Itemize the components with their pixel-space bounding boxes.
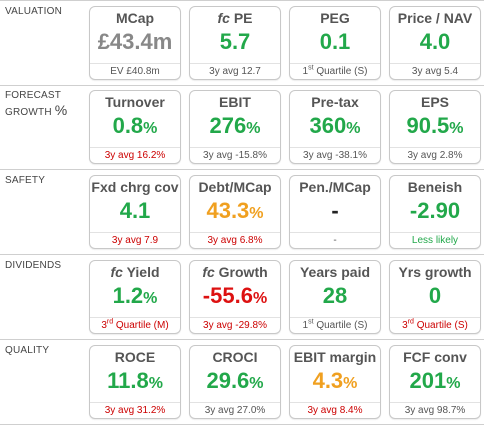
metric-value: 1.2% <box>112 283 158 308</box>
section-safety: SAFETY Fxd chrg cov 4.1 3y avg 7.9 Debt/… <box>0 170 484 255</box>
metric-title: Years paid <box>299 264 371 280</box>
metric-value: 5.7 <box>219 29 251 54</box>
metric-value: 4.1 <box>119 198 151 223</box>
metric-value: 90.5% <box>406 113 464 138</box>
metric-value: 360% <box>309 113 361 138</box>
metric-subtext: 3y avg 31.2% <box>90 402 180 418</box>
metric-value: 43.3% <box>206 198 264 223</box>
metric-card-pre-tax[interactable]: Pre-tax 360% 3y avg -38.1% <box>289 90 381 164</box>
section-label: FORECAST GROWTH % <box>5 90 68 118</box>
metric-title: Debt/MCap <box>198 179 272 195</box>
metric-card-fc-pe[interactable]: fc PE 5.7 3y avg 12.7 <box>189 6 281 80</box>
metric-card-fcf-conv[interactable]: FCF conv 201% 3y avg 98.7% <box>389 345 481 419</box>
metric-title: Yrs growth <box>398 264 472 280</box>
metric-value: 4.0 <box>419 29 451 54</box>
metric-card-eps[interactable]: EPS 90.5% 3y avg 2.8% <box>389 90 481 164</box>
metric-title: Turnover <box>105 94 165 110</box>
metric-card-peg[interactable]: PEG 0.1 1st Quartile (S) <box>289 6 381 80</box>
metric-title: EBIT <box>219 94 251 110</box>
section-label: SAFETY <box>5 175 46 186</box>
metric-title: FCF conv <box>403 349 467 365</box>
metric-subtext: 3y avg 2.8% <box>390 147 480 163</box>
metric-subtext: 1st Quartile (S) <box>290 63 380 79</box>
metric-subtext: 3rd Quartile (S) <box>390 317 480 333</box>
metric-title: fc Growth <box>202 264 268 280</box>
section-label: QUALITY <box>5 345 50 356</box>
metric-subtext: EV £40.8m <box>90 63 180 79</box>
metric-card-croci[interactable]: CROCI 29.6% 3y avg 27.0% <box>189 345 281 419</box>
metric-subtext: 3y avg 7.9 <box>90 232 180 248</box>
section-label: VALUATION <box>5 6 62 17</box>
metric-value: -55.6% <box>202 283 268 308</box>
metric-subtext: 3y avg 98.7% <box>390 402 480 418</box>
metric-title: ROCE <box>114 349 156 365</box>
metric-subtext: 3y avg 16.2% <box>90 147 180 163</box>
metric-card-beneish[interactable]: Beneish -2.90 Less likely <box>389 175 481 249</box>
metric-subtext: 3y avg 27.0% <box>190 402 280 418</box>
metric-title: fc PE <box>217 10 253 26</box>
metric-card-years-paid[interactable]: Years paid 28 1st Quartile (S) <box>289 260 381 334</box>
metric-title: Beneish <box>407 179 463 195</box>
metric-value: 4.3% <box>312 368 358 393</box>
metric-subtext: Less likely <box>390 232 480 248</box>
metric-card-roce[interactable]: ROCE 11.8% 3y avg 31.2% <box>89 345 181 419</box>
metric-card-ebit-margin[interactable]: EBIT margin 4.3% 3y avg 8.4% <box>289 345 381 419</box>
metric-subtext: 3y avg 12.7 <box>190 63 280 79</box>
section-forecast-growth: FORECAST GROWTH % Turnover 0.8% 3y avg 16… <box>0 85 484 170</box>
metric-card-price-nav[interactable]: Price / NAV 4.0 3y avg 5.4 <box>389 6 481 80</box>
metric-value: 0 <box>428 283 442 308</box>
section-valuation: VALUATION MCap £43.4m EV £40.8m fc PE 5.… <box>0 0 484 86</box>
metric-subtext: 3y avg 5.4 <box>390 63 480 79</box>
metric-value: 276% <box>209 113 261 138</box>
metric-card-yrs-growth[interactable]: Yrs growth 0 3rd Quartile (S) <box>389 260 481 334</box>
metric-title: Fxd chrg cov <box>91 179 179 195</box>
metric-card-fxd-chrg-cov[interactable]: Fxd chrg cov 4.1 3y avg 7.9 <box>89 175 181 249</box>
metric-title: EBIT margin <box>293 349 377 365</box>
metric-subtext: - <box>290 232 380 248</box>
metric-subtext: 3y avg -38.1% <box>290 147 380 163</box>
section-quality: QUALITY ROCE 11.8% 3y avg 31.2% CROCI 29… <box>0 340 484 425</box>
metric-subtext: 3y avg 6.8% <box>190 232 280 248</box>
metric-value: 0.8% <box>112 113 158 138</box>
metric-subtext: 3y avg -29.8% <box>190 317 280 333</box>
metric-card-pen-mcap[interactable]: Pen./MCap - - <box>289 175 381 249</box>
metric-value: £43.4m <box>97 29 173 54</box>
metric-subtext: 3rd Quartile (M) <box>90 317 180 333</box>
metric-value: 0.1 <box>319 29 351 54</box>
metric-value: -2.90 <box>409 198 461 223</box>
metric-value: - <box>331 198 339 223</box>
metric-subtext: 3y avg -15.8% <box>190 147 280 163</box>
section-dividends: DIVIDENDS fc Yield 1.2% 3rd Quartile (M)… <box>0 255 484 340</box>
section-label: DIVIDENDS <box>5 260 62 271</box>
metric-card-mcap[interactable]: MCap £43.4m EV £40.8m <box>89 6 181 80</box>
metric-card-ebit[interactable]: EBIT 276% 3y avg -15.8% <box>189 90 281 164</box>
metric-value: 11.8% <box>107 368 163 393</box>
metric-title: Pre-tax <box>311 94 359 110</box>
metric-value: 28 <box>322 283 348 308</box>
metric-card-turnover[interactable]: Turnover 0.8% 3y avg 16.2% <box>89 90 181 164</box>
metric-value: 201% <box>409 368 461 393</box>
metric-title: Pen./MCap <box>299 179 371 195</box>
metric-title: EPS <box>420 94 449 110</box>
metric-card-fc-growth[interactable]: fc Growth -55.6% 3y avg -29.8% <box>189 260 281 334</box>
metric-value: 29.6% <box>206 368 264 393</box>
metric-title: Price / NAV <box>397 10 473 26</box>
metric-title: MCap <box>115 10 155 26</box>
metric-card-debt-mcap[interactable]: Debt/MCap 43.3% 3y avg 6.8% <box>189 175 281 249</box>
metric-title: PEG <box>320 10 350 26</box>
metric-title: fc Yield <box>110 264 160 280</box>
metric-card-fc-yield[interactable]: fc Yield 1.2% 3rd Quartile (M) <box>89 260 181 334</box>
metric-subtext: 1st Quartile (S) <box>290 317 380 333</box>
metric-subtext: 3y avg 8.4% <box>290 402 380 418</box>
metric-title: CROCI <box>212 349 258 365</box>
